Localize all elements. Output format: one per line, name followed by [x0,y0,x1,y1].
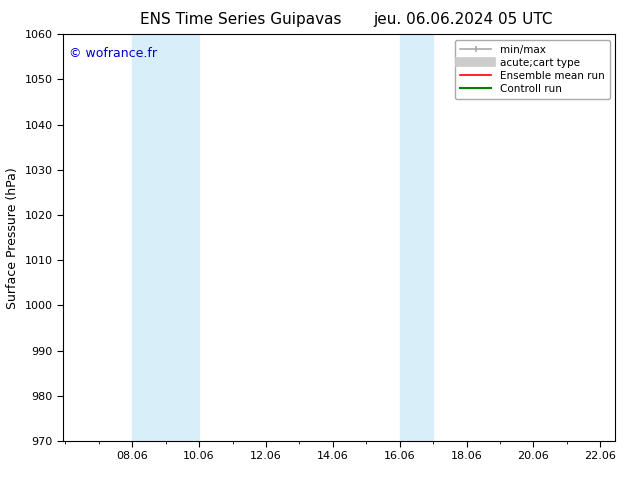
Text: jeu. 06.06.2024 05 UTC: jeu. 06.06.2024 05 UTC [373,12,553,27]
Y-axis label: Surface Pressure (hPa): Surface Pressure (hPa) [6,167,19,309]
Bar [399,34,433,441]
Text: ENS Time Series Guipavas: ENS Time Series Guipavas [140,12,342,27]
Text: © wofrance.fr: © wofrance.fr [69,47,157,59]
Legend: min/max, acute;cart type, Ensemble mean run, Controll run: min/max, acute;cart type, Ensemble mean … [455,40,610,99]
Bar [133,34,199,441]
